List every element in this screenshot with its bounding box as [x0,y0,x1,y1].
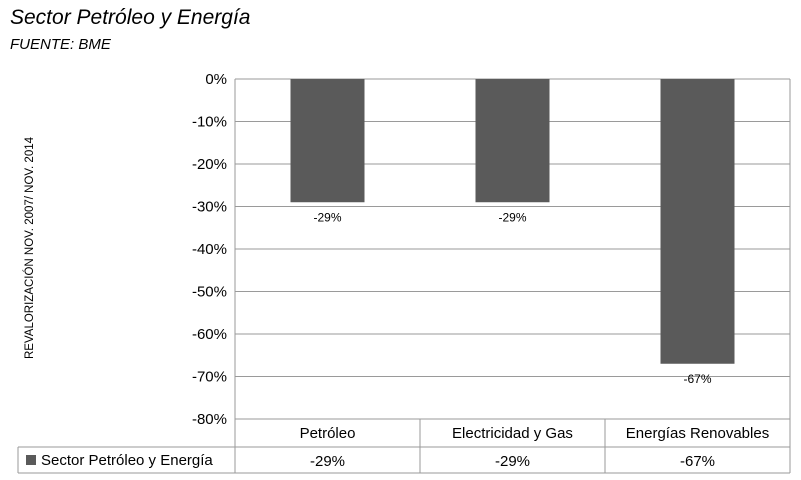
y-tick-label: 0% [205,71,227,88]
table-value: -67% [680,453,715,470]
chart-subtitle: FUENTE: BME [10,36,111,53]
y-tick-label: -60% [192,326,227,343]
bar [475,79,550,203]
category-label: Electricidad y Gas [452,425,573,442]
table-value: -29% [495,453,530,470]
data-label: -29% [313,210,341,224]
bar [660,79,735,364]
category-label: Energías Renovables [626,425,769,442]
y-tick-label: -70% [192,369,227,386]
chart-title: Sector Petróleo y Energía [10,6,251,29]
y-tick-label: -40% [192,241,227,258]
data-label: -29% [498,210,526,224]
data-label: -67% [683,372,711,386]
legend-swatch [26,455,36,465]
bar [290,79,365,203]
y-tick-label: -20% [192,156,227,173]
y-tick-label: -10% [192,114,227,131]
category-label: Petróleo [300,425,356,442]
legend-label: Sector Petróleo y Energía [41,452,213,469]
y-tick-label: -30% [192,199,227,216]
y-tick-label: -80% [192,411,227,428]
y-tick-label: -50% [192,284,227,301]
table-value: -29% [310,453,345,470]
